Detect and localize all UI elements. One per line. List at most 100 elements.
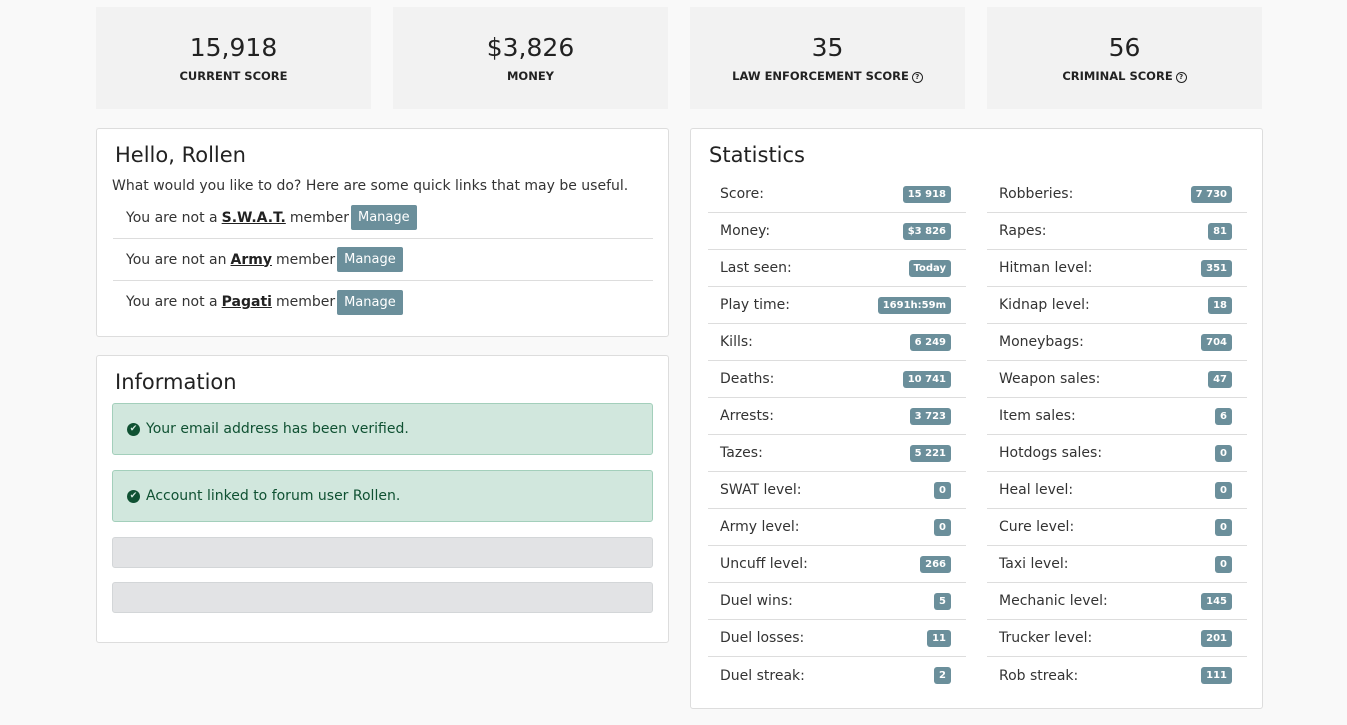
stat-row: Cure level: 0 <box>987 509 1247 546</box>
stat-badge: 0 <box>1215 444 1232 462</box>
manage-button[interactable]: Manage <box>337 247 403 272</box>
stat-label: Money: <box>720 223 771 239</box>
stat-badge: 145 <box>1201 592 1232 610</box>
stat-badge: 1691h:59m <box>877 296 951 314</box>
card-label: MONEY <box>506 69 555 83</box>
stat-badge: 11 <box>927 629 951 647</box>
stat-label: Hotdogs sales: <box>999 445 1103 461</box>
alert: ✔ Your email address has been verified. <box>112 403 653 455</box>
stat-row: Tazes: 5 221 <box>708 435 966 472</box>
score-card: $3,826 MONEY <box>393 7 668 109</box>
stat-badge: 7 730 <box>1190 185 1232 203</box>
information-panel: Information ✔ Your email address has been… <box>96 355 669 643</box>
card-label: CRIMINAL SCORE <box>1062 69 1173 83</box>
card-value: 15,918 <box>189 33 278 62</box>
stat-label: Hitman level: <box>999 260 1093 276</box>
card-value: $3,826 <box>486 33 575 62</box>
stat-label: Weapon sales: <box>999 371 1101 387</box>
intro: What would you like to do? Here are some… <box>112 178 629 194</box>
stat-row: Hotdogs sales: 0 <box>987 435 1247 472</box>
help-icon[interactable]: ? <box>911 72 923 83</box>
link-suffix: member <box>275 251 336 268</box>
stat-row: Deaths: 10 741 <box>708 361 966 398</box>
group-link[interactable]: Pagati <box>221 294 272 310</box>
check-icon: ✔ <box>127 422 140 436</box>
card-label-wrap: LAW ENFORCEMENT SCORE? <box>690 69 965 83</box>
stat-label: Trucker level: <box>999 630 1093 646</box>
panel-title: Information <box>115 370 237 394</box>
stat-label: Tazes: <box>720 445 763 461</box>
manage-button[interactable]: Manage <box>337 289 403 315</box>
link-suffix: member <box>275 294 336 310</box>
stat-badge: 0 <box>934 518 951 536</box>
stat-badge: 704 <box>1201 333 1232 351</box>
quick-link: You are not a Pagati member Manage <box>113 281 653 323</box>
check-icon: ✔ <box>127 489 140 503</box>
stat-label: Army level: <box>720 519 800 535</box>
stat-label: Taxi level: <box>999 556 1069 572</box>
stat-label: Deaths: <box>720 371 775 387</box>
stat-label: Heal level: <box>999 482 1074 498</box>
card-label: LAW ENFORCEMENT SCORE <box>732 69 909 83</box>
stat-row: Arrests: 3 723 <box>708 398 966 435</box>
stat-label: Play time: <box>720 297 790 313</box>
stat-badge: 18 <box>1208 296 1232 314</box>
stat-row: Taxi level: 0 <box>987 546 1247 583</box>
help-icon[interactable]: ? <box>1175 72 1187 83</box>
stat-row: Duel streak: 2 <box>708 657 966 694</box>
stat-row: Mechanic level: 145 <box>987 583 1247 620</box>
link-prefix: You are not a <box>126 294 218 310</box>
stat-label: Duel streak: <box>720 667 805 684</box>
stat-row: Score: 15 918 <box>708 176 966 213</box>
score-card: 35 LAW ENFORCEMENT SCORE? <box>690 7 965 109</box>
stat-row: SWAT level: 0 <box>708 472 966 509</box>
stat-row: Rob streak: 111 <box>987 657 1247 694</box>
stat-row: Robberies: 7 730 <box>987 176 1247 213</box>
stat-label: Score: <box>720 186 764 202</box>
group-link[interactable]: Army <box>230 251 272 268</box>
stat-row: Item sales: 6 <box>987 398 1247 435</box>
stat-row: Heal level: 0 <box>987 472 1247 509</box>
card-value: 35 <box>811 33 844 62</box>
stat-badge: 47 <box>1208 370 1232 388</box>
stat-row: Duel losses: 11 <box>708 620 966 657</box>
stat-badge: 81 <box>1208 222 1232 240</box>
stat-badge: 6 249 <box>909 333 951 351</box>
stat-row: Trucker level: 201 <box>987 620 1247 657</box>
stat-row: Moneybags: 704 <box>987 324 1247 361</box>
stat-badge: 0 <box>1215 555 1232 573</box>
score-card: 56 CRIMINAL SCORE? <box>987 7 1262 109</box>
card-value: 56 <box>1108 33 1141 62</box>
stat-label: Duel wins: <box>720 593 793 609</box>
stat-badge: 15 918 <box>902 185 951 203</box>
alert-text: Your email address has been verified. <box>146 421 409 437</box>
stat-row: Last seen: Today <box>708 250 966 287</box>
stat-badge: Today <box>908 259 951 277</box>
stat-label: Cure level: <box>999 519 1075 535</box>
stat-badge: 0 <box>934 481 951 499</box>
stat-badge: 3 723 <box>909 407 951 425</box>
placeholder <box>112 582 653 613</box>
stat-label: Arrests: <box>720 408 774 424</box>
stat-label: Rapes: <box>999 223 1047 239</box>
stat-row: Rapes: 81 <box>987 213 1247 250</box>
panel-title: Hello, Rollen <box>115 143 246 167</box>
stat-row: Kidnap level: 18 <box>987 287 1247 324</box>
stat-label: Last seen: <box>720 260 792 276</box>
stat-badge: 111 <box>1201 667 1232 684</box>
stat-row: Duel wins: 5 <box>708 583 966 620</box>
stat-badge: 0 <box>1215 518 1232 536</box>
stat-badge: 266 <box>920 555 951 573</box>
manage-button[interactable]: Manage <box>350 205 417 230</box>
stat-label: Moneybags: <box>999 334 1084 350</box>
stat-label: Kidnap level: <box>999 297 1090 313</box>
stat-row: Hitman level: 351 <box>987 250 1247 287</box>
stat-badge: 351 <box>1201 259 1232 277</box>
stat-badge: 5 221 <box>909 444 951 462</box>
score-card: 15,918 CURRENT SCORE <box>96 7 371 109</box>
stat-badge: 2 <box>934 667 951 684</box>
quick-link: You are not an Army member Manage <box>113 239 653 281</box>
group-link[interactable]: S.W.A.T. <box>221 209 286 226</box>
placeholder <box>112 537 653 568</box>
